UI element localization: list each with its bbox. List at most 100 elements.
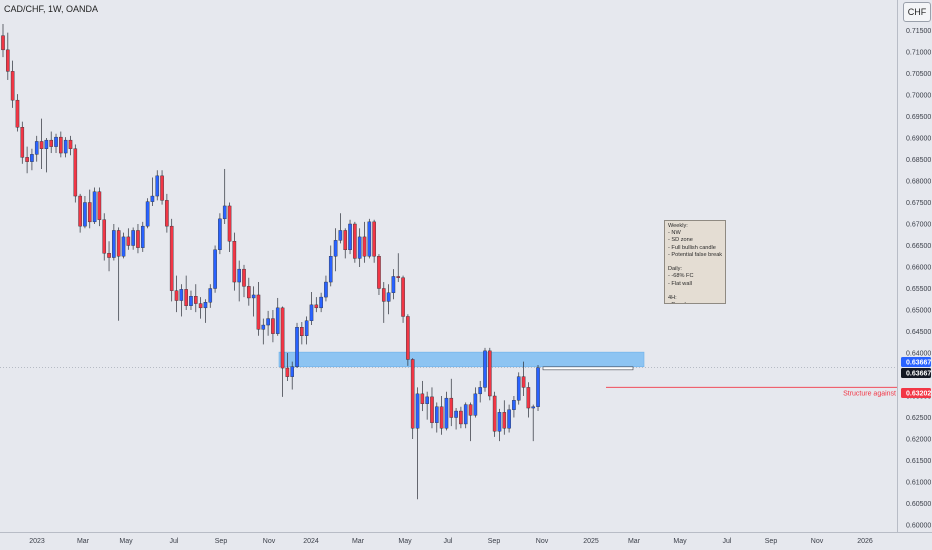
candle[interactable] [324, 275, 328, 302]
candle[interactable] [174, 275, 179, 313]
candle[interactable] [328, 245, 333, 287]
candle[interactable] [131, 227, 135, 250]
candle[interactable] [107, 241, 111, 272]
candle[interactable] [362, 221, 367, 263]
candle[interactable] [343, 228, 348, 259]
candle[interactable] [526, 382, 531, 418]
candle[interactable] [478, 380, 482, 403]
candle[interactable] [319, 292, 323, 313]
candle[interactable] [34, 135, 39, 162]
candle[interactable] [314, 297, 319, 313]
candle[interactable] [203, 299, 208, 323]
candle[interactable] [401, 275, 405, 323]
candle[interactable] [372, 219, 376, 263]
candle[interactable] [473, 387, 478, 418]
candle[interactable] [449, 378, 454, 427]
candle[interactable] [507, 404, 511, 433]
candle[interactable] [256, 282, 261, 336]
candle[interactable] [247, 277, 251, 306]
candle[interactable] [521, 361, 526, 396]
candle[interactable] [218, 213, 222, 255]
candle[interactable] [502, 400, 507, 435]
candle[interactable] [285, 353, 290, 381]
candle[interactable] [39, 118, 44, 169]
candle[interactable] [92, 187, 97, 224]
candle[interactable] [430, 387, 434, 429]
candle[interactable] [275, 297, 280, 336]
candle[interactable] [492, 391, 497, 437]
candle[interactable] [189, 290, 193, 310]
candle[interactable] [381, 282, 386, 323]
candle[interactable] [145, 198, 150, 229]
candle[interactable] [97, 187, 102, 227]
candle[interactable] [169, 218, 174, 302]
currency-button[interactable]: CHF [903, 2, 931, 22]
candle[interactable] [425, 391, 429, 420]
candle[interactable] [410, 358, 415, 439]
candle[interactable] [536, 365, 540, 412]
candle[interactable] [295, 322, 299, 369]
candle[interactable] [377, 254, 381, 295]
candle[interactable] [140, 221, 145, 252]
candle[interactable] [237, 260, 241, 302]
candle[interactable] [208, 284, 213, 308]
candle[interactable] [44, 138, 49, 173]
candle[interactable] [193, 284, 198, 313]
candle[interactable] [367, 218, 372, 259]
candle[interactable] [68, 135, 73, 156]
candle[interactable] [160, 170, 164, 205]
candle[interactable] [63, 137, 68, 158]
candle[interactable] [353, 221, 357, 263]
candle[interactable] [300, 322, 304, 345]
candle[interactable] [126, 228, 131, 250]
candle[interactable] [87, 189, 92, 229]
candle[interactable] [6, 32, 10, 80]
candle[interactable] [155, 170, 160, 201]
candle[interactable] [483, 347, 487, 392]
candle[interactable] [348, 219, 352, 255]
candle[interactable] [1, 24, 5, 58]
candle[interactable] [25, 146, 29, 174]
candle[interactable] [357, 228, 362, 267]
candle[interactable] [454, 408, 458, 430]
candle[interactable] [261, 318, 266, 345]
candle[interactable] [213, 245, 217, 293]
candle[interactable] [271, 310, 275, 343]
candle[interactable] [309, 291, 314, 326]
candle[interactable] [242, 264, 246, 298]
candle[interactable] [232, 232, 237, 291]
annotation-note[interactable]: Weekly: - NW - SD zone - Full bullish candl… [664, 220, 726, 304]
candle[interactable] [391, 269, 396, 300]
candle[interactable] [304, 316, 309, 345]
candle[interactable] [338, 213, 343, 244]
candle[interactable] [266, 310, 270, 336]
candle[interactable] [290, 361, 295, 390]
candle[interactable] [468, 402, 473, 442]
candle[interactable] [136, 224, 140, 254]
candle[interactable] [112, 224, 116, 261]
candle[interactable] [280, 306, 285, 397]
candle[interactable] [73, 144, 78, 203]
candle[interactable] [439, 396, 444, 435]
candle[interactable] [198, 297, 203, 319]
candle[interactable] [20, 121, 25, 164]
candle[interactable] [78, 193, 82, 233]
candle[interactable] [49, 131, 53, 154]
candle[interactable] [54, 133, 58, 154]
candle[interactable] [116, 227, 121, 321]
level-marker[interactable] [542, 366, 634, 371]
candle[interactable] [396, 253, 401, 283]
candle[interactable] [444, 391, 449, 431]
candle[interactable] [251, 286, 256, 317]
candle[interactable] [10, 60, 15, 108]
candle[interactable] [83, 196, 87, 229]
candle[interactable] [406, 314, 410, 366]
candle[interactable] [15, 94, 20, 132]
candle[interactable] [184, 275, 188, 310]
candle[interactable] [512, 396, 516, 418]
candle[interactable] [497, 408, 502, 442]
candle[interactable] [415, 387, 420, 500]
candle[interactable] [121, 232, 126, 259]
